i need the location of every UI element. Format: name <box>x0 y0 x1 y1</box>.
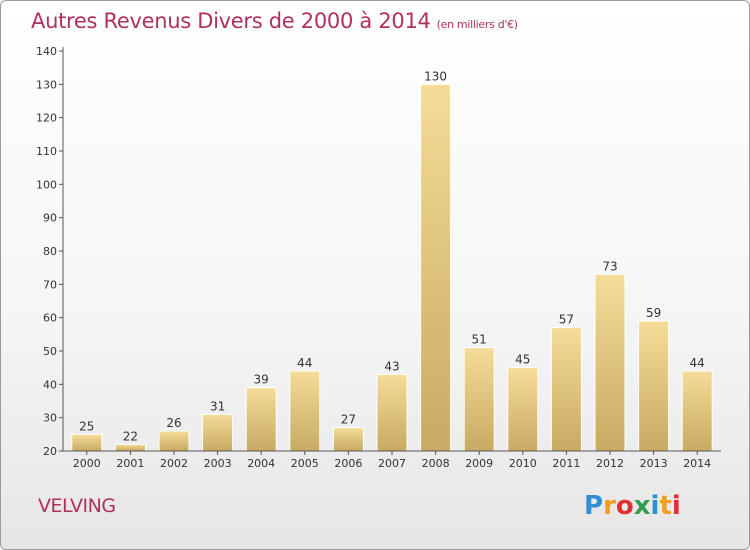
logo-letter: t <box>659 491 672 521</box>
proxiti-logo: Proxiti <box>584 491 681 521</box>
y-tick-label: 90 <box>43 212 57 225</box>
y-tick-label: 50 <box>43 345 57 358</box>
bar-value-label: 39 <box>254 373 269 387</box>
bar <box>594 273 626 452</box>
bar-value-label: 57 <box>559 313 574 327</box>
y-tick-label: 60 <box>43 312 57 325</box>
x-tick-label: 2005 <box>291 457 319 470</box>
bar-value-label: 43 <box>384 359 399 373</box>
x-tick-label: 2000 <box>73 457 101 470</box>
bar <box>507 367 539 452</box>
y-tick-label: 130 <box>36 78 57 91</box>
bar-value-label: 45 <box>515 353 530 367</box>
logo-letter: P <box>584 491 604 521</box>
bar <box>463 347 495 452</box>
x-tick-label: 2002 <box>160 457 188 470</box>
bar <box>158 430 190 452</box>
x-tick-label: 2003 <box>204 457 232 470</box>
x-tick-label: 2009 <box>465 457 493 470</box>
bar <box>71 433 103 452</box>
y-tick-label: 120 <box>36 112 57 125</box>
x-tick-label: 2010 <box>509 457 537 470</box>
logo-letter: i <box>650 491 660 521</box>
bar <box>638 320 670 452</box>
bar-value-label: 27 <box>341 413 356 427</box>
y-tick-label: 40 <box>43 378 57 391</box>
commune-name: VELVING <box>38 495 116 517</box>
y-tick-label: 140 <box>36 45 57 58</box>
y-tick-label: 100 <box>36 178 57 191</box>
bar-value-label: 130 <box>424 69 447 83</box>
axes-layer: 20 30 40 50 60 70 80 90 100 110 120 130 140 <box>36 45 721 458</box>
bar <box>681 370 713 452</box>
logo-letter: x <box>633 491 651 521</box>
x-tick-label: 2011 <box>552 457 580 470</box>
bar-value-label: 59 <box>646 306 661 320</box>
logo-letter: o <box>615 491 634 521</box>
chart-title-text: Autres Revenus Divers de 2000 à 2014 <box>31 9 431 33</box>
x-tick-label: 2007 <box>378 457 406 470</box>
x-tick-label: 2008 <box>422 457 450 470</box>
bar-value-label: 31 <box>210 399 225 413</box>
bar <box>332 427 364 452</box>
bar-value-label: 44 <box>297 356 312 370</box>
chart-title: Autres Revenus Divers de 2000 à 2014 (en … <box>31 9 518 33</box>
x-tick-label: 2012 <box>596 457 624 470</box>
bar-value-label: 51 <box>472 333 487 347</box>
bar-value-label: 73 <box>602 259 617 273</box>
bar-value-label: 22 <box>123 429 138 443</box>
bar <box>114 443 146 452</box>
bar <box>245 387 277 452</box>
x-tick-label: 2001 <box>116 457 144 470</box>
labels-layer: 25 2000 22 2001 26 2002 31 2003 39 2004 44 2005 27 20… <box>73 69 711 470</box>
bar-value-label: 26 <box>166 416 181 430</box>
y-tick-label: 70 <box>43 278 57 291</box>
logo-letter: r <box>603 491 616 521</box>
chart-subtitle: (en milliers d'€) <box>436 18 518 31</box>
y-tick-label: 20 <box>43 445 57 458</box>
bar-value-label: 25 <box>79 419 94 433</box>
x-tick-label: 2006 <box>334 457 362 470</box>
bar <box>289 370 321 452</box>
y-tick-label: 110 <box>36 145 57 158</box>
bars-layer <box>71 83 713 452</box>
y-tick-label: 30 <box>43 412 57 425</box>
x-tick-label: 2014 <box>683 457 711 470</box>
bar <box>550 327 582 452</box>
bar-value-label: 44 <box>690 356 705 370</box>
logo-letter: i <box>671 491 681 521</box>
bar <box>376 373 408 452</box>
bar <box>420 83 452 452</box>
bar <box>202 413 234 452</box>
x-tick-label: 2013 <box>640 457 668 470</box>
x-tick-label: 2004 <box>247 457 275 470</box>
y-tick-label: 80 <box>43 245 57 258</box>
